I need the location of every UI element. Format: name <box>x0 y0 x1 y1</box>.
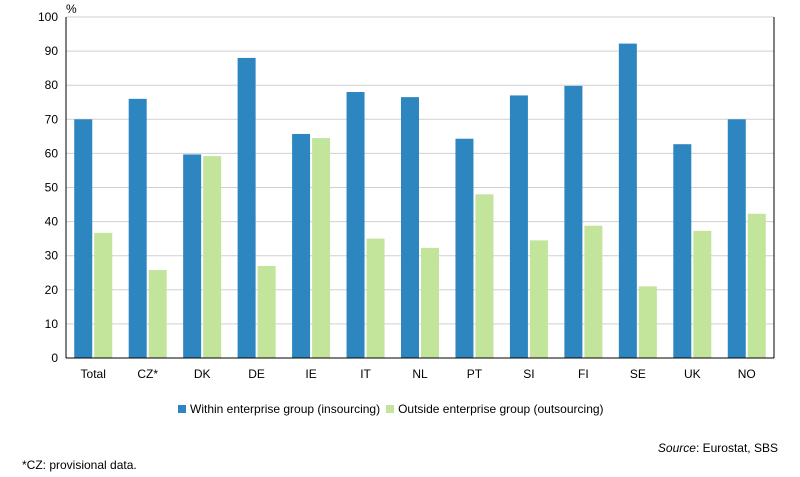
x-tick-label: DK <box>194 367 211 381</box>
legend-label-outsourcing: Outside enterprise group (outsourcing) <box>398 402 604 416</box>
bar-insourcing <box>128 98 147 358</box>
bar-insourcing <box>183 154 202 358</box>
x-tick-label: DE <box>248 367 265 381</box>
bar-insourcing <box>74 119 93 358</box>
x-tick-label: CZ* <box>137 367 158 381</box>
x-tick-label: SI <box>523 367 534 381</box>
legend-swatch-outsourcing <box>386 405 395 413</box>
footnote: *CZ: provisional data. <box>22 458 137 472</box>
bar-outsourcing <box>421 247 439 358</box>
x-tick-label: Total <box>81 367 106 381</box>
gridlines <box>66 16 774 325</box>
source-text: : Eurostat, SBS <box>695 441 778 455</box>
x-tick-label: IE <box>305 367 316 381</box>
bar-outsourcing <box>94 232 113 358</box>
legend: Within enterprise group (insourcing) Out… <box>178 402 610 416</box>
y-tick-label: 20 <box>45 283 59 297</box>
bar-insourcing <box>455 138 474 358</box>
bar-outsourcing <box>312 138 331 358</box>
x-tick-label: SE <box>630 367 646 381</box>
legend-item-insourcing: Within enterprise group (insourcing) <box>178 402 380 416</box>
y-tick-labels: 0 10 20 30 40 50 60 70 80 90 100 <box>38 10 58 365</box>
source-note: Source: Eurostat, SBS <box>658 441 778 455</box>
x-tick-labels: Total CZ* DK DE IE IT NL PT SI FI SE UK NO <box>81 367 756 381</box>
bar-outsourcing <box>638 286 657 358</box>
bar-insourcing <box>237 57 256 359</box>
x-tick-label: IT <box>360 367 371 381</box>
y-tick-label: 80 <box>45 78 59 92</box>
bar-insourcing <box>292 133 311 358</box>
x-tick-label: NL <box>412 367 428 381</box>
source-label: Source <box>657 441 696 455</box>
bar-outsourcing <box>529 240 548 358</box>
y-tick-label: 60 <box>45 146 59 160</box>
y-unit-label: % <box>66 2 77 16</box>
bar-outsourcing <box>747 213 766 358</box>
bar-insourcing <box>564 85 583 358</box>
bar-insourcing <box>401 97 419 358</box>
y-tick-label: 10 <box>45 317 59 331</box>
x-tick-label: PT <box>467 367 483 381</box>
bar-insourcing <box>673 144 692 358</box>
y-tick-label: 90 <box>45 44 59 58</box>
bar-insourcing <box>727 119 746 358</box>
bar-insourcing <box>509 95 528 359</box>
y-tick-label: 100 <box>38 10 58 24</box>
axes <box>65 17 775 359</box>
bar-outsourcing <box>203 156 222 358</box>
bar-chart: 0 10 20 30 40 50 60 70 80 90 100 Total CZ* DK DE IE IT N… <box>38 2 775 381</box>
x-tick-label: FI <box>578 367 589 381</box>
bar-outsourcing <box>257 265 276 358</box>
bar-outsourcing <box>475 194 494 358</box>
x-tick-label: UK <box>684 367 701 381</box>
y-tick-label: 30 <box>45 249 59 263</box>
bars <box>74 43 766 359</box>
bar-outsourcing <box>693 230 712 358</box>
bar-outsourcing <box>584 225 603 358</box>
bar-outsourcing <box>366 238 385 358</box>
y-tick-label: 0 <box>51 351 58 365</box>
y-tick-label: 40 <box>45 215 59 229</box>
bar-insourcing <box>618 43 637 359</box>
y-tick-label: 50 <box>45 181 59 195</box>
bar-outsourcing <box>148 270 167 358</box>
y-tick-label: 70 <box>45 112 59 126</box>
legend-item-outsourcing: Outside enterprise group (outsourcing) <box>386 402 604 416</box>
legend-swatch-insourcing <box>178 405 186 413</box>
x-tick-label: NO <box>738 367 756 381</box>
legend-label-insourcing: Within enterprise group (insourcing) <box>190 402 381 416</box>
bar-insourcing <box>346 92 365 359</box>
